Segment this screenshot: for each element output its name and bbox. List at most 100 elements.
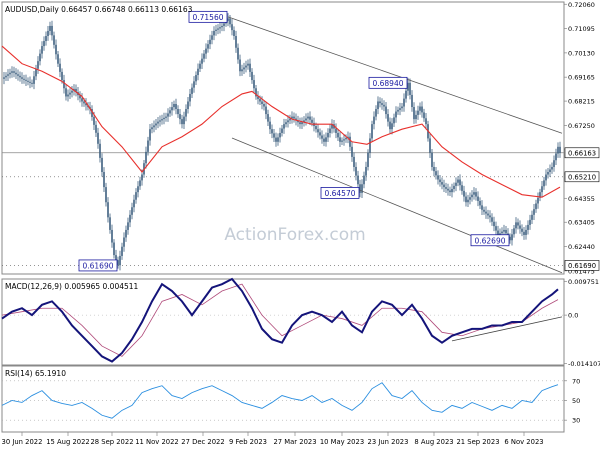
candle-body [19, 75, 21, 78]
candle-body [387, 114, 389, 122]
candle-body [149, 129, 151, 141]
macd-axis-label: 0.009751 [568, 278, 599, 286]
candle-body [355, 166, 357, 176]
candle-body [191, 87, 193, 94]
candle-body [29, 81, 31, 83]
candle-body [267, 114, 269, 122]
x-axis-label: 27 Mar 2023 [273, 438, 316, 446]
candle-body [207, 44, 209, 49]
candle-body [25, 79, 27, 81]
candle-body [269, 121, 271, 130]
candle-body [51, 25, 53, 36]
candle-body [291, 116, 293, 119]
candle-body [559, 146, 561, 153]
candle-body [239, 59, 241, 72]
price-axis-label: 0.70130 [568, 49, 595, 57]
candle-body [33, 76, 35, 84]
x-axis-label: 23 Jun 2023 [368, 438, 409, 446]
candle-body [385, 106, 387, 115]
candle-body [253, 80, 255, 89]
candle-body [467, 199, 469, 203]
candle-body [173, 104, 175, 108]
candle-body [325, 137, 327, 142]
candle-body [61, 71, 63, 81]
price-panel-frame [1, 1, 565, 275]
candle-body [265, 106, 267, 115]
candle-body [81, 98, 83, 102]
candle-body [417, 110, 419, 115]
candle-body [299, 122, 301, 125]
candle-body [215, 29, 217, 31]
candle-body [199, 63, 201, 69]
candle-body [431, 152, 433, 167]
candle-body [137, 186, 139, 193]
candle-body [145, 151, 147, 164]
candle-body [445, 187, 447, 189]
candle-body [505, 229, 507, 234]
swing-marker-label: 0.71560 [192, 13, 223, 22]
candle-body [317, 129, 319, 133]
candle-body [43, 41, 45, 47]
price-axis-label: 0.72060 [568, 1, 595, 9]
candle-body [411, 94, 413, 108]
candle-body [297, 120, 299, 123]
candle-body [85, 103, 87, 106]
candle-body [119, 255, 121, 266]
candle-body [527, 224, 529, 230]
candle-body [389, 121, 391, 130]
candle-body [275, 137, 277, 142]
candle-body [79, 95, 81, 99]
candle-body [131, 207, 133, 215]
candle-body [135, 192, 137, 200]
candle-body [309, 116, 311, 120]
candle-body [159, 120, 161, 122]
candle-body [181, 119, 183, 125]
candle-body [319, 132, 321, 136]
price-axis-label: 0.61475 [568, 267, 595, 275]
candle-body [221, 25, 223, 28]
candle-body [331, 124, 333, 129]
price-badge-label: 0.65210 [568, 174, 596, 182]
x-axis-label: 28 Sep 2022 [90, 438, 133, 446]
macd-main-line [1, 277, 559, 363]
candle-body [175, 104, 177, 110]
candle-body [71, 90, 73, 93]
candle-body [147, 140, 149, 152]
candle-body [337, 132, 339, 138]
candle-body [343, 139, 345, 141]
candle-body [509, 236, 511, 241]
candle-body [501, 231, 503, 234]
candle-body [381, 103, 383, 105]
candle-body [377, 101, 379, 110]
candle-body [545, 174, 547, 181]
x-axis-label: 8 Aug 2023 [414, 438, 453, 446]
candle-body [217, 28, 219, 30]
candle-body [125, 229, 127, 238]
candle-body [95, 124, 97, 133]
candle-body [493, 221, 495, 227]
candle-body [473, 192, 475, 195]
candle-body [41, 46, 43, 54]
candle-body [523, 231, 525, 235]
candle-body [279, 132, 281, 138]
candle-body [455, 182, 457, 186]
candle-body [115, 255, 117, 261]
candle-body [327, 132, 329, 138]
candle-body [499, 233, 501, 235]
candle-body [555, 153, 557, 161]
candle-body [255, 88, 257, 97]
candle-body [475, 192, 477, 197]
candle-body [139, 180, 141, 187]
candle-body [185, 109, 187, 117]
candle-body [461, 185, 463, 191]
x-axis-label: 27 Dec 2022 [181, 438, 224, 446]
candle-body [165, 116, 167, 118]
candle-body [229, 18, 231, 25]
candle-body [525, 229, 527, 235]
candle-body [301, 122, 303, 125]
candle-body [429, 138, 431, 153]
price-badge-label: 0.61690 [568, 262, 596, 270]
candle-body [23, 78, 25, 80]
candle-body [37, 61, 39, 69]
